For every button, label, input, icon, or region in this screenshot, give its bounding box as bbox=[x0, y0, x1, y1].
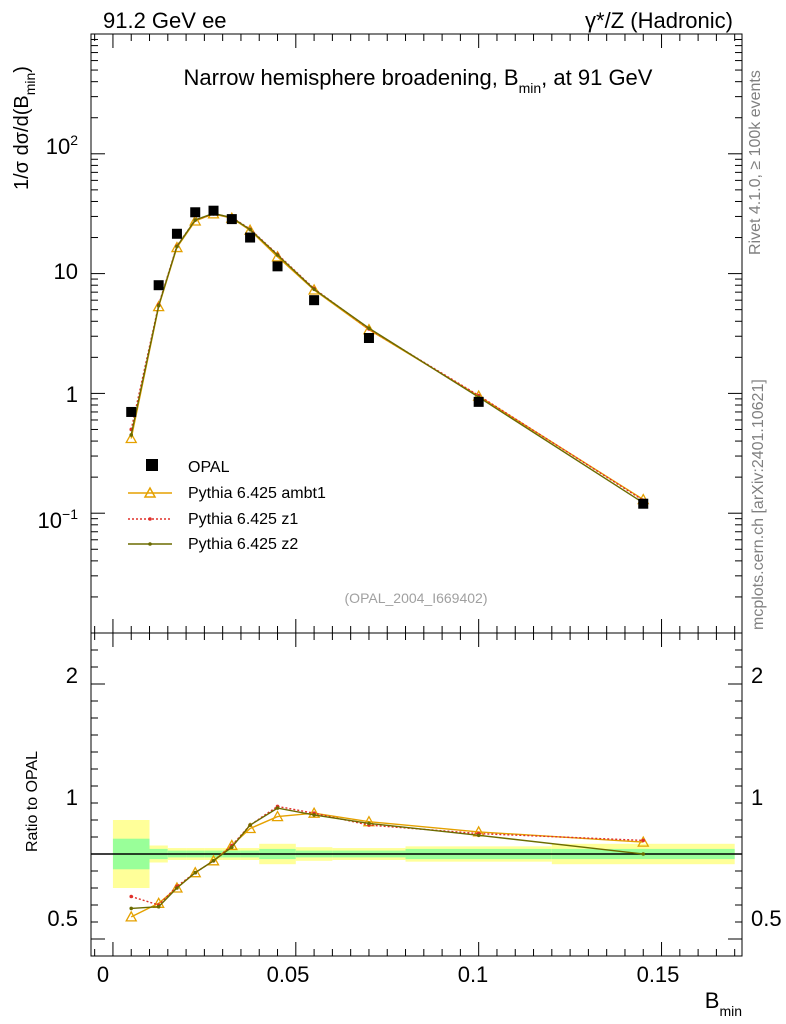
ratio-series-marker-0 bbox=[207, 854, 220, 866]
legend-marker-z2 bbox=[148, 542, 152, 546]
series-marker-0 bbox=[152, 300, 165, 312]
ratio-frame bbox=[90, 632, 743, 957]
series-marker-2 bbox=[129, 433, 134, 437]
opal-data-point bbox=[272, 261, 283, 272]
series-marker-2 bbox=[248, 227, 252, 232]
ratio-series-marker-2 bbox=[193, 870, 198, 875]
series-marker-0 bbox=[125, 432, 138, 444]
opal-data-point bbox=[126, 406, 137, 417]
ratio-panel: Ratio to OPAL 2 1 0.5 2 1 0.5 0 0.05 0.1… bbox=[24, 632, 782, 1019]
series-line-2 bbox=[130, 212, 644, 504]
ratio-series-marker-0 bbox=[307, 806, 321, 818]
y-tick-label-1: 1 bbox=[66, 382, 78, 407]
main-y-ticks bbox=[91, 38, 742, 634]
ratio-series-marker-2 bbox=[156, 904, 161, 909]
ratio-tick-label-2-left: 2 bbox=[66, 663, 78, 688]
opal-data-point bbox=[171, 228, 182, 239]
ratio-series-marker-0 bbox=[170, 881, 184, 893]
y-tick-label-100: 102 bbox=[46, 132, 78, 159]
reference-label: (OPAL_2004_I669402) bbox=[345, 590, 488, 606]
opal-data-point bbox=[473, 396, 484, 407]
legend-label-opal: OPAL bbox=[188, 459, 230, 476]
ratio-series bbox=[125, 804, 650, 922]
opal-data-point bbox=[363, 333, 374, 344]
x-tick-label-0.1: 0.1 bbox=[458, 962, 489, 987]
ratio-bands bbox=[91, 820, 742, 888]
x-tick-label-0.05: 0.05 bbox=[267, 962, 310, 987]
rivet-version-label: Rivet 4.1.0, ≥ 100k events bbox=[747, 70, 764, 255]
main-data-points bbox=[126, 205, 649, 509]
ratio-tick-label-0.5-left: 0.5 bbox=[47, 906, 78, 931]
ratio-series-marker-0 bbox=[271, 810, 284, 822]
main-panel: Narrow hemisphere broadening, Bmin, at 9… bbox=[11, 33, 743, 634]
legend-marker-z1 bbox=[148, 517, 152, 521]
ratio-series-marker-2 bbox=[211, 859, 216, 863]
series-marker-2 bbox=[175, 244, 179, 249]
mcplots-label: mcplots.cern.ch [arXiv:2401.10621] bbox=[750, 379, 767, 630]
ratio-series-line-2 bbox=[131, 807, 644, 910]
opal-data-point bbox=[208, 205, 219, 216]
opal-data-point bbox=[245, 232, 256, 243]
series-line-1 bbox=[130, 213, 644, 501]
ratio-series-marker-0 bbox=[637, 835, 650, 847]
ratio-series-marker-2 bbox=[230, 845, 234, 849]
y-tick-label-10: 10 bbox=[54, 259, 78, 284]
x-tick-label-0.15: 0.15 bbox=[637, 962, 680, 987]
series-marker-2 bbox=[156, 303, 161, 308]
series-marker-2 bbox=[275, 253, 280, 257]
legend-marker-ambt1 bbox=[143, 486, 157, 498]
ratio-series-marker-2 bbox=[248, 823, 252, 827]
legend: OPAL Pythia 6.425 ambt1 Pythia 6.425 z1 … bbox=[128, 459, 326, 553]
header-energy-label: 91.2 GeV ee bbox=[103, 8, 227, 33]
ratio-x-ticks bbox=[94, 633, 736, 956]
ratio-y-axis-label: Ratio to OPAL bbox=[24, 751, 41, 852]
ratio-series-marker-2 bbox=[175, 886, 179, 890]
opal-data-point bbox=[190, 207, 201, 218]
legend-label-ambt1: Pythia 6.425 ambt1 bbox=[188, 485, 326, 502]
opal-data-point bbox=[153, 280, 164, 291]
y-tick-label-0.1: 10−1 bbox=[38, 506, 79, 533]
opal-data-point bbox=[638, 498, 649, 509]
ratio-series-marker-0 bbox=[189, 866, 202, 878]
x-tick-label-0: 0 bbox=[97, 962, 109, 987]
series-line-0 bbox=[130, 213, 644, 501]
ratio-series-marker-0 bbox=[125, 910, 138, 922]
ratio-series-marker-1 bbox=[641, 838, 646, 843]
legend-label-z2: Pythia 6.425 z2 bbox=[188, 536, 298, 553]
opal-data-point bbox=[309, 295, 320, 306]
ratio-series-marker-2 bbox=[641, 852, 646, 856]
legend-marker-opal bbox=[146, 459, 158, 471]
ratio-tick-label-1-left: 1 bbox=[66, 785, 78, 810]
ratio-tick-label-2-right: 2 bbox=[751, 663, 763, 688]
x-axis-label: Bmin bbox=[705, 988, 742, 1019]
series-marker-0 bbox=[170, 241, 184, 253]
main-x-ticks bbox=[94, 34, 736, 633]
y-axis-label: 1/σ dσ/d(Bmin) bbox=[11, 66, 38, 190]
header-process-label: γ*/Z (Hadronic) bbox=[585, 8, 733, 33]
series-marker-0 bbox=[307, 283, 321, 295]
series-marker-2 bbox=[193, 218, 198, 222]
ratio-series-marker-2 bbox=[312, 813, 316, 817]
series-marker-2 bbox=[312, 287, 316, 292]
series-marker-2 bbox=[367, 326, 371, 331]
series-marker-0 bbox=[189, 214, 202, 226]
ratio-tick-label-0.5-right: 0.5 bbox=[751, 906, 782, 931]
ratio-tick-label-1-right: 1 bbox=[751, 785, 763, 810]
chart-title: Narrow hemisphere broadening, Bmin, at 9… bbox=[184, 65, 653, 96]
ratio-series-marker-1 bbox=[129, 894, 134, 899]
ratio-series-marker-2 bbox=[129, 906, 134, 911]
ratio-series-marker-2 bbox=[275, 806, 280, 810]
ratio-y-ticks bbox=[91, 632, 742, 957]
ratio-series-marker-2 bbox=[476, 833, 481, 838]
opal-data-point bbox=[226, 214, 237, 225]
ratio-series-marker-2 bbox=[367, 821, 371, 826]
legend-label-z1: Pythia 6.425 z1 bbox=[188, 511, 298, 528]
